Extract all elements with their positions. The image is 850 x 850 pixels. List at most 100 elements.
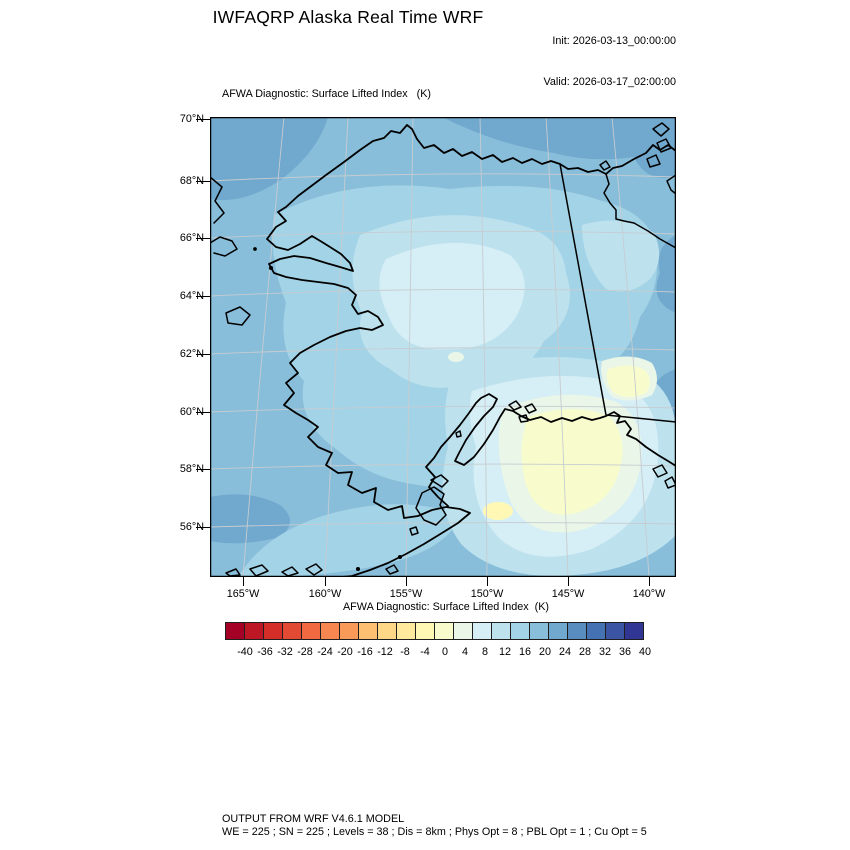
border-141w-alaska-canada (559, 163, 607, 416)
lat-tick-mark (196, 468, 210, 470)
lat-tick-mark (196, 295, 210, 297)
colorbar-cell (605, 622, 625, 640)
colorbar-cell (301, 622, 321, 640)
colorbar-cell (282, 622, 302, 640)
colorbar-labels: -40 -36 -32 -28 -24 -20 -16 -12 -8 -4 0 4 8 12 16 20 24 2… (0, 646, 850, 660)
colorbar-cell (510, 622, 530, 640)
borders (559, 163, 676, 423)
colorbar-tick-label: -20 (337, 646, 353, 658)
map-frame (210, 117, 676, 577)
field-band-0-4 (521, 365, 650, 515)
colorbar-cell (529, 622, 549, 640)
colorbar-cell (434, 622, 454, 640)
colorbar-tick-label: 20 (538, 646, 552, 658)
lat-tick-mark (196, 526, 210, 528)
border-southeast (605, 414, 676, 423)
colorbar-tick-label: 4 (461, 646, 469, 658)
colorbar (225, 622, 644, 640)
lon-tick-mark (406, 577, 408, 586)
colorbar-cell (377, 622, 397, 640)
islands (210, 122, 676, 577)
lat-tick-label: 58°N (179, 462, 204, 475)
lat-tick-mark (196, 353, 210, 355)
colorbar-tick-label: -4 (420, 646, 430, 658)
colorbar-cell (320, 622, 340, 640)
footer-config-line: WE = 225 ; SN = 225 ; Levels = 38 ; Dis … (222, 826, 647, 838)
island-st-lawrence (210, 236, 238, 257)
lon-tick-mark (325, 577, 327, 586)
init-time: Init: 2026-03-13_00:00:00 (552, 34, 676, 47)
border-yukon-nwt (603, 173, 676, 249)
colorbar-tick-label: 16 (518, 646, 532, 658)
colorbar-cell (358, 622, 378, 640)
colorbar-tick-label: 28 (578, 646, 592, 658)
colorbar-tick-label: 24 (558, 646, 572, 658)
lon-tick-mark (568, 577, 570, 586)
colorbar-tick-label: -36 (257, 646, 273, 658)
coast-russia (210, 176, 225, 224)
plot-title: AFWA Diagnostic: Surface Lifted Index (K… (222, 88, 432, 100)
colorbar-tick-label: 12 (498, 646, 512, 658)
colorbar-cell (453, 622, 473, 640)
lat-tick-label: 60°N (179, 405, 204, 418)
colorbar-tick-label: 40 (638, 646, 652, 658)
island-nunivak (225, 306, 251, 326)
lat-tick-label: 66°N (179, 231, 204, 244)
lon-tick-mark (487, 577, 489, 586)
island-kodiak (415, 486, 447, 526)
lon-tick-label: 165°W (226, 588, 260, 600)
valid-time: Valid: 2026-03-17_02:00:00 (543, 75, 676, 88)
lat-tick-mark (196, 180, 210, 182)
colorbar-tick-label: 8 (481, 646, 489, 658)
colorbar-tick-label: 0 (441, 646, 449, 658)
colorbar-cell (624, 622, 644, 640)
colorbar-tick-label: 32 (598, 646, 612, 658)
field-band-neg4-0 (483, 502, 513, 520)
lat-tick-label: 70°N (179, 112, 204, 125)
lat-tick-label: 56°N (179, 520, 204, 533)
lat-tick-label: 62°N (179, 347, 204, 360)
colorbar-tick-label: -12 (377, 646, 393, 658)
colorbar-tick-label: -28 (297, 646, 313, 658)
colorbar-tick-label: -24 (317, 646, 333, 658)
lon-tick-mark (649, 577, 651, 586)
colorbar-cell (567, 622, 587, 640)
lon-tick-label: 140°W (632, 588, 666, 600)
page-title: IWFAQRP Alaska Real Time WRF (212, 7, 484, 27)
colorbar-title: AFWA Diagnostic: Surface Lifted Index (K… (342, 601, 550, 613)
coastlines (210, 122, 676, 577)
footer-model-line: OUTPUT FROM WRF V4.6.1 MODEL (222, 813, 405, 825)
lat-tick-label: 68°N (179, 174, 204, 187)
run-times: Init: 2026-03-13_00:00:00 Valid: 2026-03… (544, 7, 676, 117)
lon-tick-mark (243, 577, 245, 586)
colorbar-tick-label: -32 (277, 646, 293, 658)
lon-tick-label: 160°W (308, 588, 342, 600)
colorbar-tick-label: 36 (618, 646, 632, 658)
colorbar-tick-label: -40 (237, 646, 253, 658)
colorbar-cell (263, 622, 283, 640)
lon-tick-label: 155°W (389, 588, 423, 600)
colorbar-cell (244, 622, 264, 640)
alaska-map (210, 117, 676, 577)
colorbar-cell (586, 622, 606, 640)
coastline-southcentral (425, 393, 676, 507)
lat-tick-mark (196, 411, 210, 413)
colorbar-tick-label: -16 (357, 646, 373, 658)
lon-tick-label: 145°W (551, 588, 585, 600)
colorbar-cell (415, 622, 435, 640)
colorbar-cell (225, 622, 245, 640)
lat-tick-mark (196, 237, 210, 239)
graticule (210, 117, 676, 577)
lon-tick-label: 150°W (470, 588, 504, 600)
colorbar-cell (339, 622, 359, 640)
island-afognak (430, 474, 449, 488)
colorbar-cell (548, 622, 568, 640)
colorbar-cell (491, 622, 511, 640)
colorbar-cell (396, 622, 416, 640)
lat-tick-mark (196, 118, 210, 120)
colorbar-tick-label: -8 (400, 646, 410, 658)
lat-tick-label: 64°N (179, 289, 204, 302)
coastline-mainland-north-west (266, 124, 676, 577)
colorbar-cell (472, 622, 492, 640)
